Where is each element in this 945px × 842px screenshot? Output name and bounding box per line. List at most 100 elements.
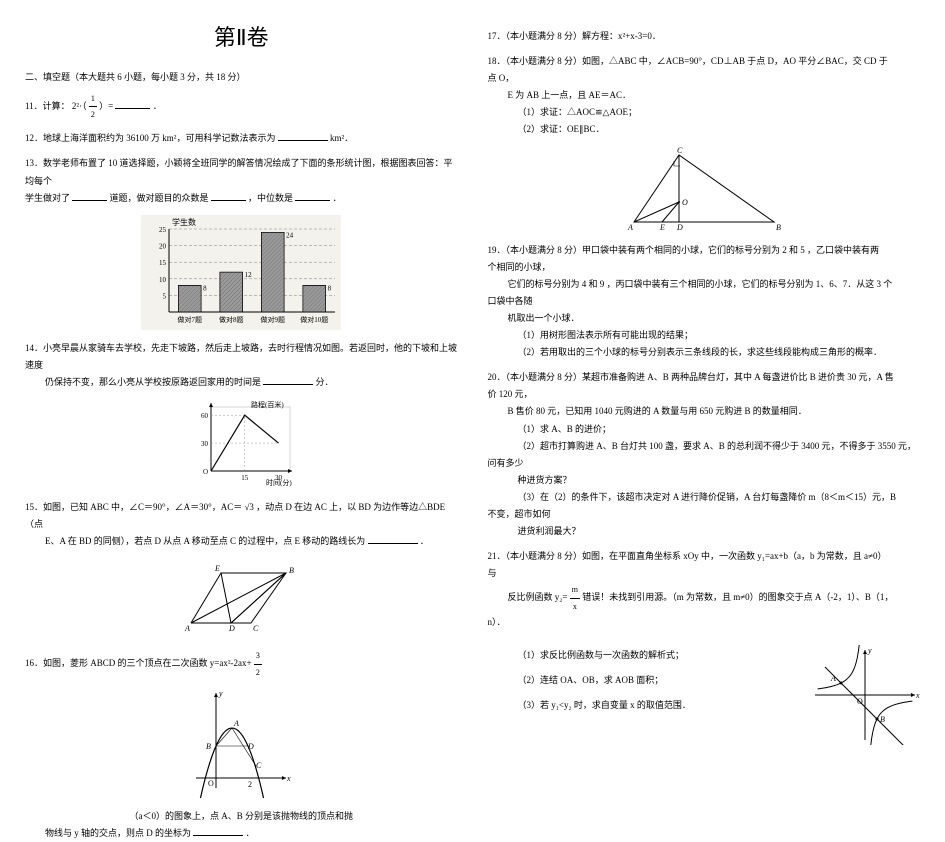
q11-fraction: 1 2 bbox=[89, 91, 97, 122]
question-15: 15．如图，已知 ABC 中，∠C＝90°，∠A＝30°，AC＝ √3 ，动点 … bbox=[25, 499, 458, 550]
q16-fraction: 3 2 bbox=[254, 648, 262, 679]
svg-text:30: 30 bbox=[275, 474, 283, 482]
q20-sub3b: 不变，超市如何 bbox=[488, 506, 921, 523]
q18-sub2: （2）求证：OE∥BC． bbox=[488, 121, 921, 138]
q19-l5: 机取出一个小球． bbox=[488, 310, 921, 327]
barchart-svg: 学生数5101520258做对7题12做对8题24做对9题8做对10题 bbox=[141, 215, 341, 330]
q21-frac-n: m bbox=[570, 582, 580, 598]
q16-frac-d: 2 bbox=[254, 665, 262, 680]
question-16: 16．如图，菱形 ABCD 的三个顶点在二次函数 y=ax²-2ax+ 3 2 bbox=[25, 648, 458, 679]
q21-l1: 21．（本小题满分 8 分）如图，在平面直角坐标系 xOy 中，一次函数 y₁=… bbox=[488, 551, 887, 561]
svg-text:D: D bbox=[228, 624, 235, 633]
svg-text:做对9题: 做对9题 bbox=[261, 315, 286, 324]
left-column: 第Ⅱ卷 二、填空题（本大题共 6 小题，每小题 3 分，共 18 分） 11．计… bbox=[10, 20, 473, 734]
q13-blank2 bbox=[211, 191, 246, 201]
q18-line1: 18．（本小题满分 8 分）如图，△ABC 中，∠ACB=90°，CD⊥AB 于… bbox=[488, 56, 888, 66]
q15-l2a: E、A 在 BD 的同侧），若点 D 从点 A 移动至点 C 的过程中，点 E … bbox=[45, 536, 365, 546]
q15-line2: E、A 在 BD 的同侧），若点 D 从点 A 移动至点 C 的过程中，点 E … bbox=[25, 533, 458, 550]
svg-text:25: 25 bbox=[159, 226, 167, 234]
question-21: 21．（本小题满分 8 分）如图，在平面直角坐标系 xOy 中，一次函数 y₁=… bbox=[488, 548, 921, 631]
q13-l2a: 学生做对了 bbox=[25, 193, 70, 203]
q21-fraction: m x bbox=[570, 582, 580, 613]
svg-text:A: A bbox=[233, 719, 239, 728]
q14-l2a: 仍保持不变，那么小亮从学校按原路返回家用的时间是 bbox=[45, 377, 261, 387]
q21-hyperbola-figure: xyOAB bbox=[810, 645, 920, 747]
svg-text:20: 20 bbox=[159, 242, 167, 250]
q19-l4: 口袋中各随 bbox=[488, 293, 921, 310]
linegraph-svg: 路程(百米)时间(分)O15303060 bbox=[186, 399, 296, 489]
svg-text:C: C bbox=[253, 624, 259, 633]
q16-cont: （a＜0）的图象上，点 A、B 分别是该抛物线的顶点和抛 物线与 y 轴的交点，… bbox=[25, 808, 458, 842]
q21-l2: 与 bbox=[488, 565, 921, 582]
q11-frac-den: 2 bbox=[89, 107, 97, 122]
q20-sub3a: （3）在（2）的条件下，该超市决定对 A 进行降价促销，A 台灯每盏降价 m（8… bbox=[488, 489, 921, 506]
q18-line3: E 为 AB 上一点，且 AE＝AC． bbox=[488, 87, 921, 104]
svg-text:做对7题: 做对7题 bbox=[178, 315, 203, 324]
triangle-svg: ABCDE bbox=[176, 558, 306, 638]
q11-frac-num: 1 bbox=[89, 91, 97, 107]
section-2-heading: 二、填空题（本大题共 6 小题，每小题 3 分，共 18 分） bbox=[25, 70, 458, 83]
question-18: 18．（本小题满分 8 分）如图，△ABC 中，∠ACB=90°，CD⊥AB 于… bbox=[488, 53, 921, 138]
svg-text:15: 15 bbox=[159, 259, 167, 267]
q21-l3a: 反比例函数 y₂= bbox=[508, 592, 568, 602]
svg-text:30: 30 bbox=[201, 440, 209, 448]
q18-rtriangle-figure: ABCDEO bbox=[488, 147, 921, 234]
q13-l2c: ，中位数是 bbox=[248, 193, 293, 203]
q13-barchart: 学生数5101520258做对7题12做对8题24做对9题8做对10题 bbox=[25, 215, 458, 332]
question-14: 14．小亮早晨从家骑车去学校，先走下坡路，然后走上坡路，去时行程情况如图。若返回… bbox=[25, 340, 458, 391]
q14-l2b: 分． bbox=[316, 377, 334, 387]
q12-unit: km²． bbox=[330, 133, 353, 143]
rtriangle-svg: ABCDEO bbox=[624, 147, 784, 232]
question-17: 17．（本小题满分 8 分）解方程：x²+x-3=0． bbox=[488, 28, 921, 45]
q19-l1: 19．（本小题满分 8 分）甲口袋中装有两个相同的小球，它们的标号分别为 2 和… bbox=[488, 245, 880, 255]
svg-text:学生数: 学生数 bbox=[172, 217, 196, 227]
q19-l3: 它们的标号分别为 4 和 9 ，丙口袋中装有三个相同的小球，它们的标号分别为 1… bbox=[488, 276, 921, 293]
q21-l3: 反比例函数 y₂= m x 错误！未找到引用源。（m 为常数，且 m≠0）的图象… bbox=[488, 582, 921, 613]
q16-l2a: 物线与 y 轴的交点，则点 D 的坐标为 bbox=[45, 828, 191, 838]
q16-l2b: ． bbox=[246, 828, 255, 838]
q20-l2: 价 120 元， bbox=[488, 386, 921, 403]
q15-triangle-figure: ABCDE bbox=[25, 558, 458, 640]
q19-sub2: （2）若用取出的三个小球的标号分别表示三条线段的长，求这些线段能构成三角形的概率… bbox=[488, 344, 921, 361]
q20-sub3c: 进货利润最大？ bbox=[488, 523, 921, 540]
q18-sub1: （1）求证：△AOC≌△AOE； bbox=[488, 104, 921, 121]
parabola-svg: xyOABCD2 bbox=[191, 688, 291, 798]
svg-text:B: B bbox=[289, 566, 294, 575]
volume-title: 第Ⅱ卷 bbox=[25, 20, 458, 52]
svg-text:y: y bbox=[218, 689, 223, 698]
hyperbola-svg: xyOAB bbox=[810, 645, 920, 745]
q16-l1b: （a＜0）的图象上，点 A、B 分别是该抛物线的顶点和抛 bbox=[25, 808, 458, 825]
q20-sub2c: 种进货方案？ bbox=[488, 472, 921, 489]
q21-l3c: n）． bbox=[488, 614, 921, 631]
q18-line2: 点 O， bbox=[488, 70, 921, 87]
question-13: 13．数学老师布置了 10 道选择题，小颖将全班同学的解答情况绘成了下面的条形统… bbox=[25, 155, 458, 206]
svg-text:做对10题: 做对10题 bbox=[301, 315, 329, 324]
svg-text:12: 12 bbox=[245, 271, 253, 279]
q21-sub2: （2）连结 OA、OB，求 AOB 面积； bbox=[488, 672, 811, 689]
q21-l3b: 错误！未找到引用源。（m 为常数，且 m≠0）的图象交于点 A（-2，1）、B（… bbox=[582, 592, 893, 602]
right-column: 17．（本小题满分 8 分）解方程：x²+x-3=0． 18．（本小题满分 8 … bbox=[473, 20, 936, 734]
q21-bottom-row: （1）求反比例函数与一次函数的解析式； （2）连结 OA、OB，求 AOB 面积… bbox=[488, 639, 921, 753]
question-12: 12．地球上海洋面积约为 36100 万 km²，可用科学记数法表示为 km²． bbox=[25, 130, 458, 147]
question-19: 19．（本小题满分 8 分）甲口袋中装有两个相同的小球，它们的标号分别为 2 和… bbox=[488, 242, 921, 362]
q11-after: ． bbox=[153, 101, 162, 111]
svg-text:60: 60 bbox=[201, 412, 209, 420]
svg-text:做对8题: 做对8题 bbox=[219, 315, 244, 324]
q16-frac-n: 3 bbox=[254, 648, 262, 664]
svg-text:x: x bbox=[286, 774, 291, 783]
q15-blank bbox=[368, 534, 418, 544]
q15-l2b: ． bbox=[420, 536, 429, 546]
q14-blank bbox=[263, 375, 313, 385]
svg-text:10: 10 bbox=[159, 276, 167, 284]
q13-line1: 13．数学老师布置了 10 道选择题，小颖将全班同学的解答情况绘成了下面的条形统… bbox=[25, 155, 458, 189]
svg-text:E: E bbox=[659, 223, 665, 232]
svg-text:路程(百米): 路程(百米) bbox=[251, 400, 284, 409]
q12-text: 12．地球上海洋面积约为 36100 万 km²，可用科学记数法表示为 bbox=[25, 133, 275, 143]
q13-line2: 学生做对了 道题，做对题目的众数是 ，中位数是 ． bbox=[25, 190, 458, 207]
q11-label: 11．计算： bbox=[25, 101, 70, 111]
q15-l1a: 15．如图，已知 ABC 中，∠C＝90°，∠A＝30°，AC＝ bbox=[25, 502, 242, 512]
q20-sub2a: （2）超市打算购进 A、B 台灯共 100 盏，要求 A、B 的总利润不得少于 … bbox=[488, 438, 921, 455]
question-11: 11．计算： 2²·（ 1 2 ）= ． bbox=[25, 91, 458, 122]
q20-l3: B 售价 80 元，已知用 1040 元购进的 A 数量与用 650 元购进 B… bbox=[488, 403, 921, 420]
q14-linegraph: 路程(百米)时间(分)O15303060 bbox=[25, 399, 458, 491]
